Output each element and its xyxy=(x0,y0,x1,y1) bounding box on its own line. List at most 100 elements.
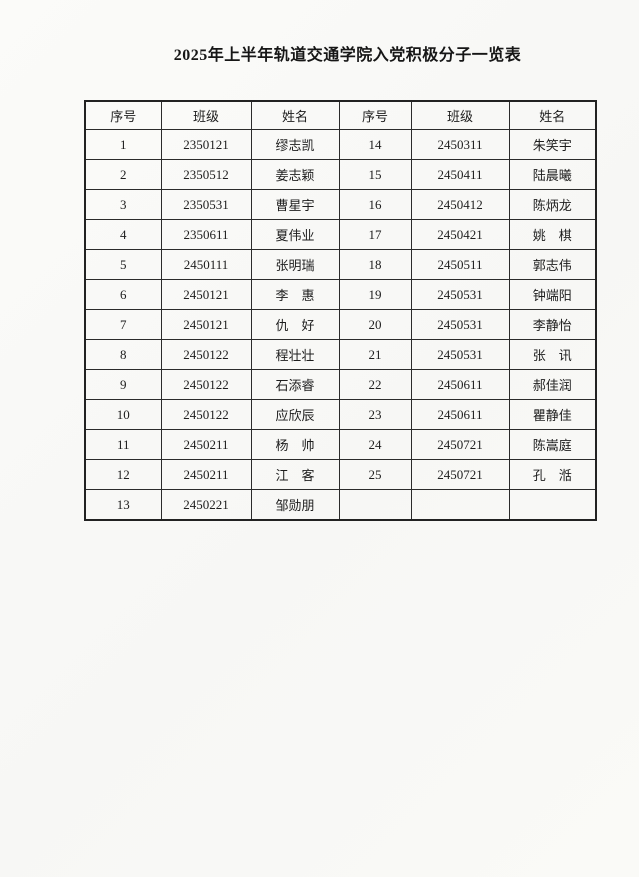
cell-index-right: 15 xyxy=(338,159,412,190)
cell-name-left: 张明瑞 xyxy=(250,249,340,280)
cell-name-left: 仇 好 xyxy=(250,309,340,340)
cell-index-left: 1 xyxy=(84,129,162,160)
header-class-left: 班级 xyxy=(160,100,252,130)
cell-class-left: 2450121 xyxy=(160,279,252,310)
table-body: 1 2350121 缪志凯 14 2450311 朱笑宇 2 2350512 姜志颖 15 2450… xyxy=(84,129,597,521)
cell-name-left: 杨 帅 xyxy=(250,429,340,460)
table-row: 3 2350531 曹星宇 16 2450412 陈炳龙 xyxy=(84,189,597,220)
cell-class-right: 2450511 xyxy=(410,249,510,280)
cell-class-right: 2450721 xyxy=(410,459,510,490)
cell-name-left: 夏伟业 xyxy=(250,219,340,250)
cell-name-left: 邹勋朋 xyxy=(250,489,340,521)
cell-name-left: 江 客 xyxy=(250,459,340,490)
table-row: 11 2450211 杨 帅 24 2450721 陈嵩庭 xyxy=(84,429,597,460)
table-header: 序号 班级 姓名 序号 班级 姓名 xyxy=(84,100,597,130)
cell-index-right: 24 xyxy=(338,429,412,460)
cell-name-left: 姜志颖 xyxy=(250,159,340,190)
cell-index-right: 19 xyxy=(338,279,412,310)
cell-class-left: 2450122 xyxy=(160,369,252,400)
cell-index-right: 20 xyxy=(338,309,412,340)
cell-index-left: 7 xyxy=(84,309,162,340)
cell-class-right: 2450611 xyxy=(410,399,510,430)
cell-class-left: 2450122 xyxy=(160,339,252,370)
cell-index-right: 23 xyxy=(338,399,412,430)
cell-name-right: 钟端阳 xyxy=(508,279,597,310)
header-name-left: 姓名 xyxy=(250,100,340,130)
cell-name-right: 孔 湉 xyxy=(508,459,597,490)
cell-name-right: 陈炳龙 xyxy=(508,189,597,220)
cell-name-right: 陈嵩庭 xyxy=(508,429,597,460)
cell-index-right: 16 xyxy=(338,189,412,220)
cell-index-right xyxy=(338,489,412,521)
table-row: 5 2450111 张明瑞 18 2450511 郭志伟 xyxy=(84,249,597,280)
cell-index-left: 2 xyxy=(84,159,162,190)
cell-name-right: 朱笑宇 xyxy=(508,129,597,160)
table-row: 8 2450122 程壮壮 21 2450531 张 讯 xyxy=(84,339,597,370)
cell-class-right: 2450531 xyxy=(410,339,510,370)
cell-index-left: 5 xyxy=(84,249,162,280)
cell-index-left: 13 xyxy=(84,489,162,521)
cell-name-left: 应欣辰 xyxy=(250,399,340,430)
cell-index-right: 22 xyxy=(338,369,412,400)
cell-class-right: 2450531 xyxy=(410,279,510,310)
cell-index-right: 17 xyxy=(338,219,412,250)
table-header-row: 序号 班级 姓名 序号 班级 姓名 xyxy=(84,100,597,130)
cell-name-left: 程壮壮 xyxy=(250,339,340,370)
table-row: 9 2450122 石添睿 22 2450611 郝佳润 xyxy=(84,369,597,400)
cell-name-right: 陆晨曦 xyxy=(508,159,597,190)
cell-class-left: 2350611 xyxy=(160,219,252,250)
cell-class-left: 2350531 xyxy=(160,189,252,220)
table-row: 4 2350611 夏伟业 17 2450421 姚 棋 xyxy=(84,219,597,250)
table-row: 7 2450121 仇 好 20 2450531 李静怡 xyxy=(84,309,597,340)
cell-index-left: 6 xyxy=(84,279,162,310)
cell-class-right: 2450412 xyxy=(410,189,510,220)
cell-index-left: 4 xyxy=(84,219,162,250)
cell-name-left: 曹星宇 xyxy=(250,189,340,220)
cell-index-left: 9 xyxy=(84,369,162,400)
cell-index-left: 3 xyxy=(84,189,162,220)
cell-class-left: 2350512 xyxy=(160,159,252,190)
cell-index-right: 14 xyxy=(338,129,412,160)
cell-class-left: 2350121 xyxy=(160,129,252,160)
header-index-right: 序号 xyxy=(338,100,412,130)
cell-index-left: 10 xyxy=(84,399,162,430)
cell-index-left: 11 xyxy=(84,429,162,460)
cell-index-right: 25 xyxy=(338,459,412,490)
table-row: 6 2450121 李 惠 19 2450531 钟端阳 xyxy=(84,279,597,310)
header-index-left: 序号 xyxy=(84,100,162,130)
cell-index-left: 8 xyxy=(84,339,162,370)
header-name-right: 姓名 xyxy=(508,100,597,130)
table-row: 10 2450122 应欣辰 23 2450611 瞿静佳 xyxy=(84,399,597,430)
roster-table: 序号 班级 姓名 序号 班级 姓名 1 2350121 缪志凯 14 2450311 朱笑… xyxy=(84,100,597,521)
cell-name-right: 李静怡 xyxy=(508,309,597,340)
cell-class-left: 2450211 xyxy=(160,459,252,490)
table-row: 13 2450221 邹勋朋 xyxy=(84,489,597,521)
cell-class-left: 2450111 xyxy=(160,249,252,280)
cell-class-left: 2450221 xyxy=(160,489,252,521)
cell-name-left: 缪志凯 xyxy=(250,129,340,160)
cell-class-left: 2450121 xyxy=(160,309,252,340)
cell-index-right: 18 xyxy=(338,249,412,280)
cell-class-right: 2450411 xyxy=(410,159,510,190)
cell-name-right xyxy=(508,489,597,521)
cell-index-left: 12 xyxy=(84,459,162,490)
cell-class-left: 2450211 xyxy=(160,429,252,460)
cell-name-right: 姚 棋 xyxy=(508,219,597,250)
cell-class-right: 2450311 xyxy=(410,129,510,160)
cell-name-right: 郝佳润 xyxy=(508,369,597,400)
table-row: 12 2450211 江 客 25 2450721 孔 湉 xyxy=(84,459,597,490)
cell-name-right: 瞿静佳 xyxy=(508,399,597,430)
page-title: 2025年上半年轨道交通学院入党积极分子一览表 xyxy=(173,47,522,64)
cell-class-right: 2450421 xyxy=(410,219,510,250)
cell-name-right: 郭志伟 xyxy=(508,249,597,280)
cell-name-right: 张 讯 xyxy=(508,339,597,370)
cell-name-left: 石添睿 xyxy=(250,369,340,400)
cell-index-right: 21 xyxy=(338,339,412,370)
header-class-right: 班级 xyxy=(410,100,510,130)
cell-class-right xyxy=(410,489,510,521)
table-row: 2 2350512 姜志颖 15 2450411 陆晨曦 xyxy=(84,159,597,190)
cell-class-right: 2450721 xyxy=(410,429,510,460)
cell-class-right: 2450531 xyxy=(410,309,510,340)
cell-name-left: 李 惠 xyxy=(250,279,340,310)
